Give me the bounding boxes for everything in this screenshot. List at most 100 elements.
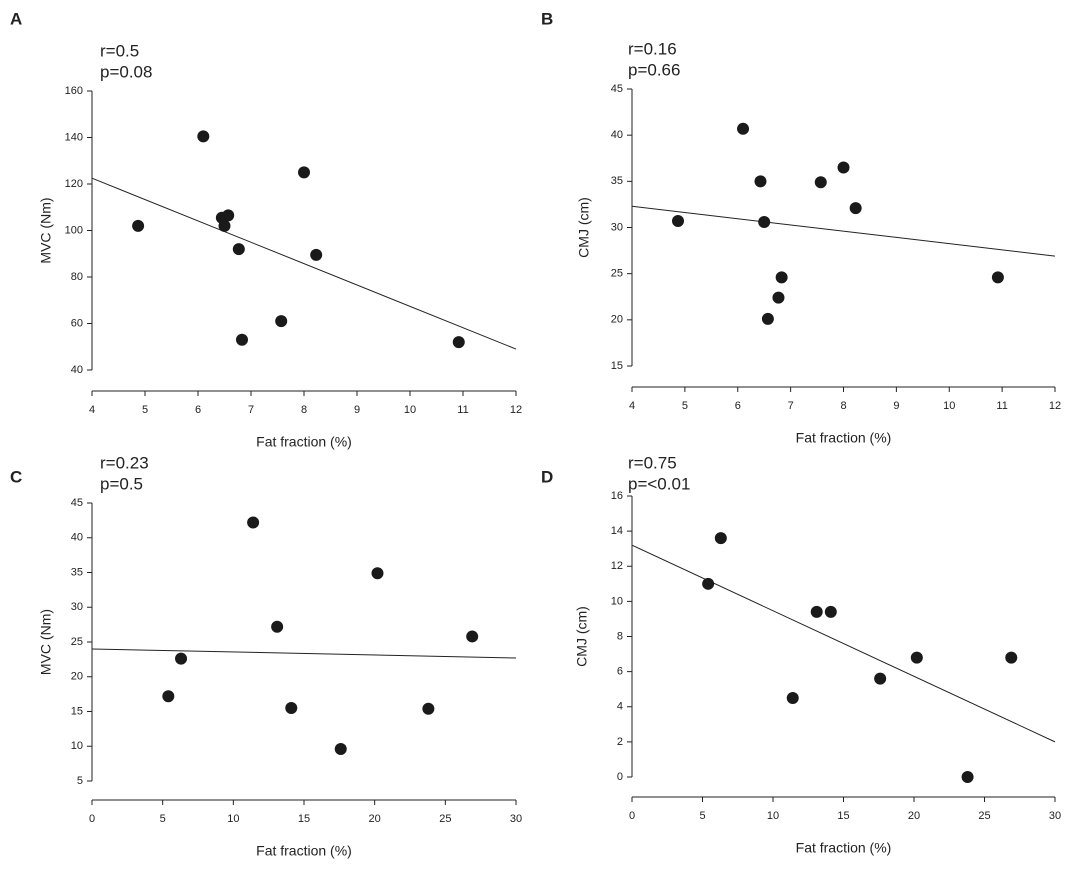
annotation: p=0.66: [628, 60, 680, 79]
x-tick-label: 30: [510, 813, 522, 825]
scatter-point: [714, 532, 727, 545]
y-tick-label: 15: [611, 360, 623, 372]
y-tick-label: 2: [617, 736, 623, 748]
y-tick-label: 35: [611, 175, 623, 187]
x-tick-label: 8: [840, 400, 846, 412]
y-tick-label: 15: [71, 705, 83, 717]
scatter-point: [247, 516, 260, 529]
y-tick-label: 45: [71, 497, 83, 509]
y-tick-label: 25: [71, 636, 83, 648]
x-axis-label: Fat fraction (%): [256, 434, 352, 450]
scatter-point: [285, 702, 298, 715]
y-tick-label: 12: [611, 560, 623, 572]
y-tick-label: 30: [611, 221, 623, 233]
panel-letter: D: [541, 467, 553, 486]
scatter-point: [310, 248, 323, 261]
panel-letter: B: [541, 9, 553, 28]
x-tick-label: 5: [682, 400, 688, 412]
scatter-point: [814, 176, 827, 189]
x-tick-label: 12: [1049, 400, 1061, 412]
annotation: r=0.16: [628, 39, 677, 58]
annotation: r=0.75: [628, 453, 677, 472]
x-tick-label: 10: [943, 400, 955, 412]
x-tick-label: 10: [404, 404, 416, 416]
x-tick-label: 15: [837, 810, 849, 822]
x-tick-label: 6: [735, 400, 741, 412]
y-axis-label: CMJ (cm): [574, 606, 590, 667]
y-tick-label: 40: [71, 364, 83, 376]
y-tick-label: 160: [65, 85, 83, 97]
y-tick-label: 140: [65, 131, 83, 143]
fit-line: [631, 205, 1056, 257]
scatter-point: [466, 630, 479, 643]
scatter-point: [162, 690, 175, 703]
x-axis-label: Fat fraction (%): [796, 430, 892, 446]
annotation: p=<0.01: [628, 474, 690, 493]
scatter-point: [235, 333, 248, 346]
x-tick-label: 25: [978, 810, 990, 822]
scatter-point: [837, 161, 850, 174]
scatter-point: [772, 291, 785, 304]
scatter-point: [371, 567, 384, 580]
scatter-point: [334, 743, 347, 756]
x-tick-label: 10: [767, 810, 779, 822]
scatter-point: [222, 209, 235, 222]
x-tick-label: 6: [195, 404, 201, 416]
y-tick-label: 45: [611, 83, 623, 95]
fit-line: [91, 177, 517, 350]
y-tick-label: 100: [65, 224, 83, 236]
x-tick-label: 0: [89, 813, 95, 825]
x-tick-label: 30: [1049, 810, 1061, 822]
annotation: r=0.5: [100, 41, 139, 60]
y-tick-label: 10: [71, 740, 83, 752]
y-tick-label: 0: [617, 771, 623, 783]
scatter-point: [197, 130, 210, 143]
x-tick-label: 7: [248, 404, 254, 416]
y-axis-label: CMJ (cm): [576, 197, 592, 258]
x-tick-label: 10: [227, 813, 239, 825]
scatter-point: [761, 312, 774, 325]
y-tick-label: 40: [611, 129, 623, 141]
x-tick-label: 8: [301, 404, 307, 416]
y-tick-label: 5: [77, 775, 83, 787]
scatter-point: [786, 691, 799, 704]
x-tick-label: 15: [298, 813, 310, 825]
scatter-point: [810, 605, 823, 618]
fit-line: [631, 544, 1056, 743]
scatter-point: [874, 672, 887, 685]
x-tick-label: 5: [699, 810, 705, 822]
x-axis-label: Fat fraction (%): [256, 843, 352, 859]
y-tick-label: 6: [617, 666, 623, 678]
x-tick-label: 25: [439, 813, 451, 825]
y-tick-label: 14: [611, 525, 623, 537]
scatter-point: [1005, 651, 1018, 664]
annotation: p=0.08: [100, 62, 152, 81]
y-tick-label: 30: [71, 601, 83, 613]
scatter-point: [271, 620, 284, 633]
scatter-point: [991, 271, 1004, 284]
y-axis-label: MVC (Nm): [38, 609, 54, 675]
scatter-point: [452, 336, 465, 349]
y-axis-label: MVC (Nm): [38, 197, 54, 263]
y-tick-label: 8: [617, 630, 623, 642]
scatter-point: [758, 215, 771, 228]
y-tick-label: 60: [71, 317, 83, 329]
y-tick-label: 35: [71, 566, 83, 578]
fit-line: [91, 648, 517, 659]
x-tick-label: 12: [510, 404, 522, 416]
y-tick-label: 4: [617, 701, 623, 713]
scatter-point: [275, 315, 288, 328]
x-tick-label: 7: [788, 400, 794, 412]
x-tick-label: 5: [142, 404, 148, 416]
y-tick-label: 120: [65, 178, 83, 190]
scatter-point: [298, 166, 310, 179]
scatter-point: [961, 771, 974, 783]
x-tick-label: 9: [354, 404, 360, 416]
y-tick-label: 40: [71, 532, 83, 544]
x-axis-label: Fat fraction (%): [796, 840, 892, 856]
scatter-point: [672, 215, 685, 228]
x-tick-label: 11: [996, 400, 1007, 412]
x-tick-label: 20: [908, 810, 920, 822]
y-tick-label: 16: [611, 490, 623, 502]
